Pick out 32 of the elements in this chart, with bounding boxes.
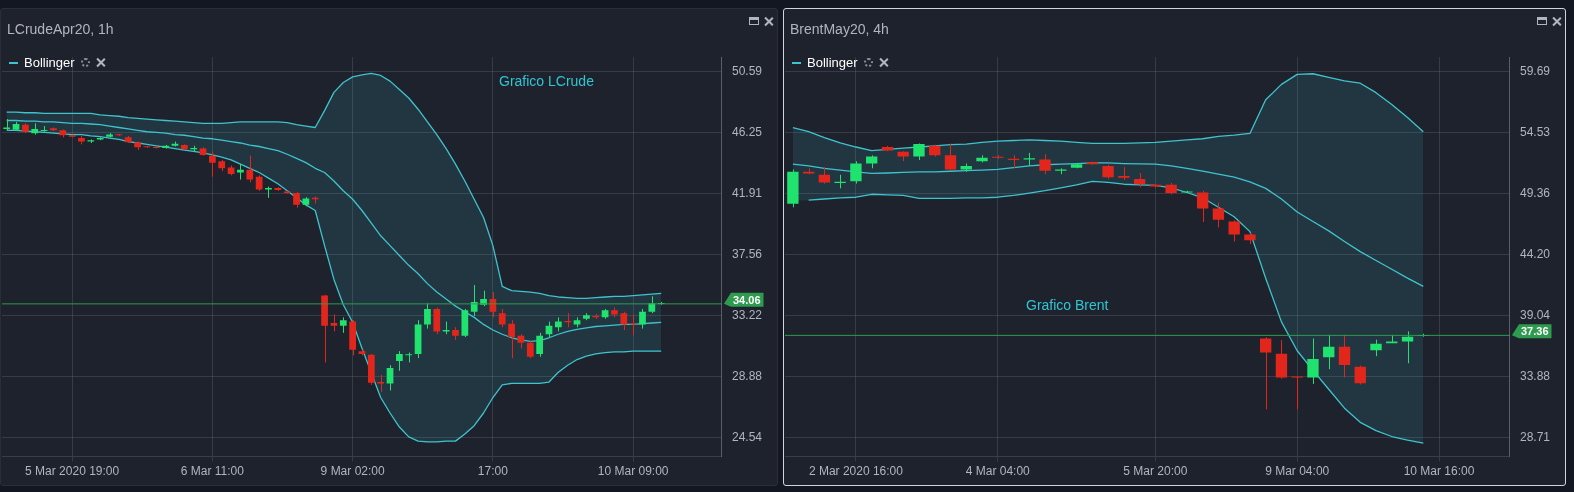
y-tick-label: 33.88 [1519,368,1551,383]
x-tick-label: 10 Mar 09:00 [597,464,669,479]
chart-title: LCrudeApr20, 1h [7,21,114,37]
y-tick-label: 41.91 [731,185,763,200]
y-tick-label: 59.69 [1519,63,1551,78]
x-tick-label: 6 Mar 11:00 [180,464,245,479]
y-tick-label: 28.71 [1519,429,1551,444]
y-tick-label: 44.20 [1519,246,1551,261]
x-tick-label: 9 Mar 04:00 [1265,464,1330,479]
annotation: Grafico LCrude [499,73,594,89]
y-tick-label: 50.59 [731,63,763,78]
y-tick-label: 54.53 [1519,124,1551,139]
x-tick-label: 2 Mar 2020 16:00 [808,464,904,479]
y-tick-label: 39.04 [1519,307,1551,322]
y-tick-label: 28.88 [731,369,763,384]
y-tick-label: 46.25 [731,124,763,139]
x-tick-label: 4 Mar 04:00 [965,464,1031,479]
x-tick-label: 10 Mar 16:00 [1403,464,1475,479]
x-tick-label: 5 Mar 2020 19:00 [25,464,120,479]
ref-line-label: 34.06 [732,293,761,306]
x-tick-label: 17:00 [477,464,509,479]
ref-line-label: 37.36 [1520,325,1549,338]
chart-title: BrentMay20, 4h [790,21,889,37]
legend-label: Bollinger [807,55,858,70]
y-tick-label: 49.36 [1519,185,1551,200]
y-tick-label: 24.54 [731,430,763,445]
x-tick-label: 5 Mar 20:00 [1123,464,1188,479]
annotation: Grafico Brent [1026,297,1109,313]
y-tick-label: 33.22 [731,308,763,322]
legend-label: Bollinger [24,55,75,70]
x-tick-label: 9 Mar 02:00 [320,464,385,479]
y-tick-label: 37.56 [731,246,763,261]
